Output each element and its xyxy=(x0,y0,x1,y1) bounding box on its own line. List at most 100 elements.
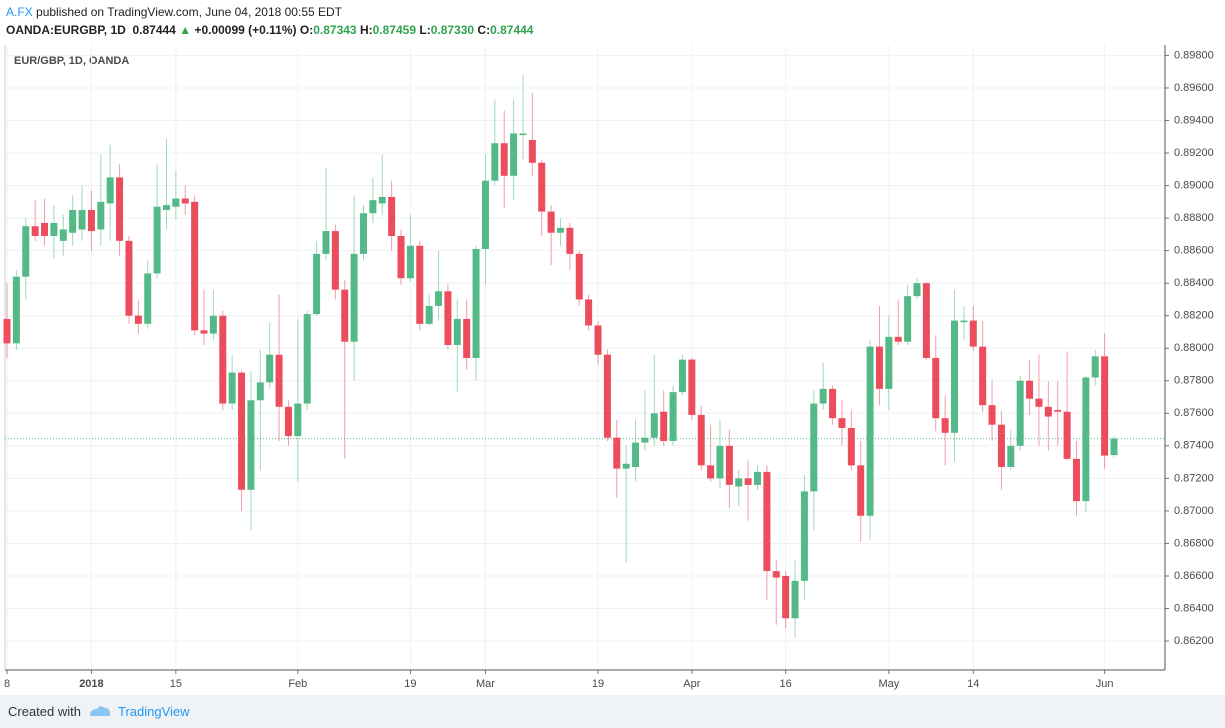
y-tick-label: 0.89800 xyxy=(1174,49,1214,61)
candle-body xyxy=(125,240,133,316)
candle-body xyxy=(1044,406,1052,417)
candle-body xyxy=(1035,398,1043,407)
y-tick-label: 0.89600 xyxy=(1174,82,1214,94)
candle-body xyxy=(106,177,114,204)
candle-body xyxy=(1091,356,1099,378)
y-tick-label: 0.86400 xyxy=(1174,602,1214,614)
candle-body xyxy=(369,200,377,214)
candle-body xyxy=(960,320,968,323)
o-label: O: xyxy=(299,23,314,37)
x-tick-label: 15 xyxy=(170,678,182,690)
candle-body xyxy=(594,325,602,355)
candle-body xyxy=(650,413,658,438)
candle-body xyxy=(838,418,846,428)
candle-body xyxy=(1007,445,1015,467)
c-label: C: xyxy=(477,23,491,37)
candle-body xyxy=(378,196,386,204)
footer: Created with TradingView xyxy=(0,695,1225,728)
candle-body xyxy=(31,226,39,236)
candle-body xyxy=(744,478,752,485)
candle-body xyxy=(932,357,940,419)
candle-body xyxy=(575,253,583,300)
y-tick-label: 0.86600 xyxy=(1174,570,1214,582)
candle-body xyxy=(678,359,686,393)
h-label: H: xyxy=(359,23,373,37)
candle-body xyxy=(1026,380,1034,399)
x-tick-label: Feb xyxy=(288,678,307,690)
candle-body xyxy=(697,414,705,466)
candle-body xyxy=(172,198,180,207)
candle-body xyxy=(800,491,808,581)
y-tick-label: 0.87600 xyxy=(1174,407,1214,419)
candle-body xyxy=(191,201,199,331)
candle-body xyxy=(1110,438,1118,456)
y-tick-label: 0.87200 xyxy=(1174,472,1214,484)
candle-body xyxy=(219,315,227,404)
candle-body xyxy=(266,354,274,383)
candle-body xyxy=(969,320,977,347)
candle-body xyxy=(1072,458,1080,502)
candle-body xyxy=(341,289,349,342)
candle-body xyxy=(735,478,743,487)
candle-body xyxy=(331,231,339,290)
x-tick-label: 8 xyxy=(4,678,10,690)
y-tick-label: 0.88200 xyxy=(1174,310,1214,322)
candle-body xyxy=(819,388,827,404)
candle-body xyxy=(603,354,611,438)
candle-body xyxy=(988,405,996,425)
candle-body xyxy=(3,318,11,344)
x-tick-label: May xyxy=(878,678,899,690)
candle-body xyxy=(350,253,358,342)
brand[interactable]: TradingView xyxy=(118,704,190,719)
o-value: 0.87343 xyxy=(313,23,357,37)
candle-body xyxy=(453,318,461,345)
candle-body xyxy=(144,273,152,324)
l-value: 0.87330 xyxy=(430,23,475,37)
candle-body xyxy=(200,330,208,334)
candle-body xyxy=(12,276,20,344)
candle-body xyxy=(875,346,883,389)
candle-body xyxy=(238,372,246,490)
x-tick-label: Apr xyxy=(683,678,700,690)
candle-body xyxy=(754,471,762,485)
candle-body xyxy=(585,299,593,326)
candle-body xyxy=(294,403,302,437)
candle-body xyxy=(491,143,499,181)
author[interactable]: A.FX xyxy=(6,5,33,19)
candle-body xyxy=(688,359,696,415)
candle-body xyxy=(406,245,414,279)
candle-body xyxy=(772,571,780,578)
y-tick-label: 0.88600 xyxy=(1174,245,1214,257)
candle-body xyxy=(388,196,396,236)
y-tick-label: 0.89200 xyxy=(1174,147,1214,159)
candle-body xyxy=(41,222,49,236)
logo xyxy=(90,706,111,716)
candle-body xyxy=(425,305,433,324)
candle-body xyxy=(847,427,855,466)
y-tick-label: 0.87800 xyxy=(1174,375,1214,387)
candle-body xyxy=(313,253,321,315)
candle-body xyxy=(397,235,405,279)
candle-body xyxy=(275,354,283,407)
candle-body xyxy=(782,575,790,619)
candle-body xyxy=(1054,410,1062,412)
y-tick-label: 0.87400 xyxy=(1174,440,1214,452)
candle-body xyxy=(303,314,311,404)
l-label: L: xyxy=(419,23,431,37)
candle-body xyxy=(810,403,818,492)
candle-body xyxy=(78,209,86,230)
y-tick-label: 0.89400 xyxy=(1174,114,1214,126)
y-tick-label: 0.88000 xyxy=(1174,342,1214,354)
x-tick-label: Jun xyxy=(1096,678,1114,690)
candle-body xyxy=(922,283,930,358)
candle-body xyxy=(97,201,105,230)
candle-body xyxy=(256,382,264,401)
candle-body xyxy=(510,133,518,176)
y-tick-label: 0.87000 xyxy=(1174,505,1214,517)
candle-body xyxy=(557,227,564,233)
candle-body xyxy=(87,209,95,232)
candle-body xyxy=(716,445,724,479)
candle-body xyxy=(857,465,865,516)
x-tick-label: 19 xyxy=(404,678,416,690)
